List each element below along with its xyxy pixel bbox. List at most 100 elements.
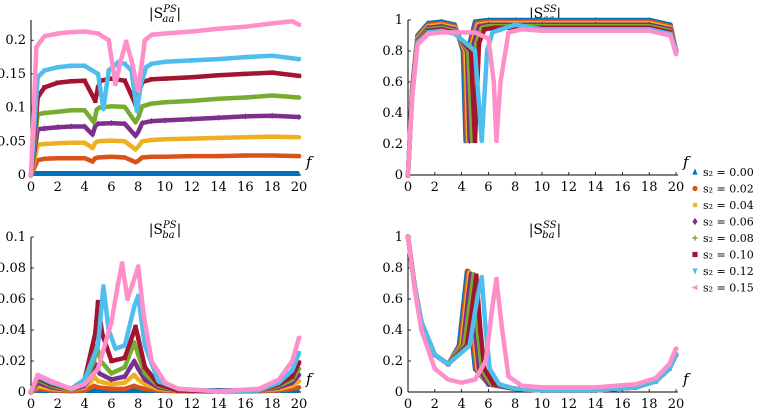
series-line (405, 234, 679, 393)
data-point (55, 80, 60, 85)
data-point (122, 104, 127, 110)
data-point (142, 386, 148, 392)
data-point (140, 104, 145, 109)
x-tick-label: 4 (80, 397, 88, 412)
x-tick-label: 6 (484, 180, 492, 195)
series-s2-0.00 (405, 16, 679, 178)
data-point (131, 304, 137, 310)
data-point (94, 366, 101, 371)
data-point (243, 135, 248, 140)
data-point (474, 273, 479, 278)
y-tick-label: 0.2 (5, 33, 26, 48)
series-line (405, 20, 679, 178)
data-point (518, 27, 525, 32)
data-point (95, 343, 101, 349)
series-s2-0.12 (28, 53, 302, 179)
data-point (471, 293, 476, 299)
y-tick-label: 0.6 (382, 292, 403, 307)
data-point (93, 140, 98, 145)
data-point (91, 383, 97, 388)
data-point (513, 386, 518, 393)
data-point (95, 120, 101, 127)
data-point (482, 366, 487, 371)
data-point (109, 138, 114, 143)
series-s2-0.12 (405, 234, 679, 394)
data-point (162, 76, 168, 81)
data-point (296, 351, 302, 357)
data-point (175, 386, 181, 392)
series-s2-0.12 (405, 22, 679, 179)
legend-item: s₂ = 0.15 (691, 282, 754, 295)
x-tick-label: 0 (404, 180, 412, 195)
legend-marker (692, 251, 698, 258)
x-tick-label: 14 (587, 397, 604, 412)
data-point (189, 58, 194, 64)
data-point (479, 275, 484, 281)
legend-label: s₂ = 0.12 (703, 265, 754, 278)
data-point (136, 385, 141, 390)
data-point (109, 386, 114, 392)
x-tick-label: 10 (157, 180, 174, 195)
chart-title: |SPS aa | (149, 4, 181, 25)
data-point (106, 68, 111, 74)
data-point (491, 382, 496, 387)
series-s2-0.02 (28, 153, 302, 178)
data-point (296, 56, 302, 63)
y-tick-label: 0.06 (0, 292, 26, 307)
legend-label: s₂ = 0.06 (703, 216, 754, 229)
legend-label: s₂ = 0.10 (703, 249, 754, 262)
series-line (405, 234, 679, 393)
data-point (136, 115, 141, 120)
data-point (91, 120, 97, 125)
data-point (161, 380, 168, 385)
y-tick-label: 0.08 (0, 261, 26, 276)
data-point (216, 73, 221, 78)
series-line (405, 234, 679, 393)
data-point (55, 123, 60, 131)
data-point (188, 29, 194, 34)
x-tick-label: 10 (157, 397, 174, 412)
data-point (133, 132, 138, 140)
chart-title: |SSS ba | (529, 220, 562, 241)
y-tick-label: 0.2 (382, 137, 403, 152)
data-point (289, 19, 295, 24)
data-point (672, 346, 679, 351)
x-tick-label: 20 (668, 397, 685, 412)
data-point (418, 327, 424, 333)
data-point (468, 48, 474, 54)
data-point (518, 383, 525, 388)
data-point (189, 75, 194, 80)
data-point (69, 108, 74, 113)
data-point (136, 128, 141, 136)
data-point (131, 372, 137, 378)
x-tick-label: 2 (431, 180, 439, 195)
data-point (108, 320, 114, 325)
data-point (109, 76, 114, 81)
legend-item: s₂ = 0.06 (692, 216, 754, 229)
data-point (189, 153, 194, 159)
y-tick-label: 0 (395, 385, 403, 400)
legend-marker (692, 202, 698, 208)
data-point (82, 155, 87, 161)
data-point (55, 109, 60, 114)
data-point (652, 375, 659, 381)
data-point (482, 27, 487, 32)
data-point (156, 378, 161, 385)
x-tick-label: 12 (184, 397, 201, 412)
x-tick-label: 8 (511, 180, 519, 195)
data-point (68, 29, 74, 35)
series-s2-0.08 (405, 234, 679, 393)
x-tick-label: 16 (614, 397, 631, 412)
data-point (216, 153, 221, 159)
data-point (270, 153, 275, 158)
data-point (487, 366, 492, 372)
data-point (490, 79, 496, 85)
data-point (122, 120, 127, 127)
data-point (133, 120, 138, 125)
data-point (90, 131, 95, 138)
data-point (90, 159, 95, 164)
series-s2-0.04 (28, 134, 302, 178)
data-point (479, 138, 484, 145)
data-point (149, 117, 154, 125)
y-tick-label: 0.4 (382, 323, 403, 338)
